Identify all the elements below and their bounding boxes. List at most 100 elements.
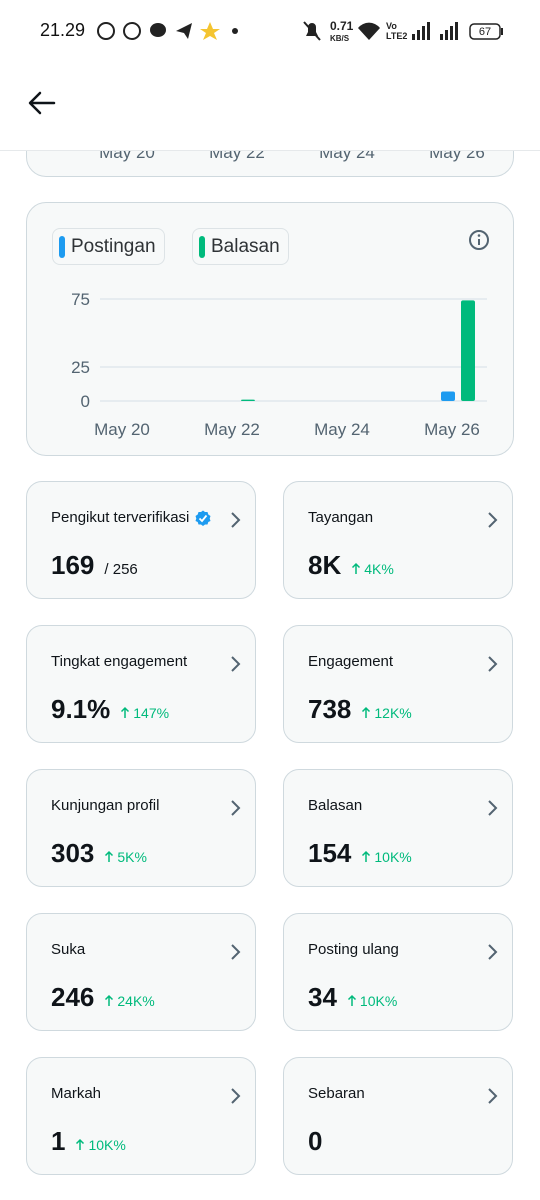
stat-value-text: 0	[308, 1126, 323, 1156]
status-bar: 21.29 0.71 KB/S Vo LTE2 67	[0, 0, 540, 60]
chevron-path	[488, 800, 498, 816]
stat-value: 246 24K%	[51, 982, 155, 1013]
legend-item: Balasan	[192, 228, 289, 265]
chevron	[231, 800, 241, 816]
arrow-path	[352, 562, 361, 574]
stat-change: 10K%	[361, 849, 412, 865]
up-arrow	[76, 1138, 85, 1150]
chevron	[231, 944, 241, 960]
arrow-path	[362, 706, 371, 718]
verified-badge	[195, 510, 211, 526]
chevron	[488, 512, 498, 528]
stat-label-text: Pengikut terverifikasi	[51, 509, 190, 526]
arrow-path	[105, 850, 114, 862]
stat-change-text: 10K%	[374, 849, 412, 865]
stat-change: 147%	[120, 705, 169, 721]
stat-value-text: 154	[308, 838, 352, 868]
stat-label-text: Tingkat engagement	[51, 653, 188, 670]
stat-value-text: 738	[308, 694, 352, 724]
stat-value: 169 / 256	[51, 550, 138, 581]
stat-card[interactable]: Posting ulang 34 10K%	[283, 913, 513, 1031]
stat-card[interactable]: Kunjungan profil 303 5K%	[26, 769, 256, 887]
arrow-path	[362, 850, 371, 862]
stat-card[interactable]: Pengikut terverifikasi 169 / 256	[26, 481, 256, 599]
chevron-path	[231, 512, 241, 528]
stat-value: 0	[308, 1126, 322, 1157]
stat-value: 34 10K%	[308, 982, 397, 1013]
stat-label: Tayangan	[308, 509, 373, 526]
up-arrow	[362, 706, 371, 718]
stat-card[interactable]: Balasan 154 10K%	[283, 769, 513, 887]
chevron-path	[231, 944, 241, 960]
stat-label-text: Suka	[51, 941, 86, 958]
network-badge: Vo	[386, 21, 397, 31]
chevron	[231, 512, 241, 528]
stat-value: 9.1% 147%	[51, 694, 169, 725]
stat-label-text: Tayangan	[308, 509, 374, 526]
stat-change: 10K%	[347, 993, 397, 1009]
chevron	[231, 656, 241, 672]
stat-change: 24K%	[104, 993, 155, 1009]
chevron	[231, 1088, 241, 1104]
stat-label-text: Kunjungan profil	[51, 797, 160, 814]
stat-label: Sebaran	[308, 1085, 365, 1102]
battery-level: 67	[479, 26, 491, 38]
chevron	[488, 1088, 498, 1104]
stat-value-text: 246	[51, 982, 95, 1012]
stat-value-text: 9.1%	[51, 694, 111, 724]
stat-value-text: 1	[51, 1126, 66, 1156]
stat-value-text: 8K	[308, 550, 342, 580]
chevron	[488, 944, 498, 960]
chevron-path	[488, 512, 498, 528]
stat-change-text: 5K%	[117, 849, 147, 865]
legend-label: Postingan	[71, 235, 156, 257]
stat-label: Tingkat engagement	[51, 653, 187, 670]
arrow-path	[347, 994, 356, 1006]
chevron	[488, 656, 498, 672]
stat-value-text: 303	[51, 838, 95, 868]
stat-label: Posting ulang	[308, 941, 399, 958]
stat-label: Markah	[51, 1085, 101, 1102]
up-arrow	[347, 994, 356, 1006]
chevron-path	[231, 656, 241, 672]
stat-label: Pengikut terverifikasi	[51, 509, 211, 526]
stat-value: 154 10K%	[308, 838, 412, 869]
legend-swatch	[59, 235, 65, 258]
arrow-path	[121, 706, 130, 718]
info-icon[interactable]	[467, 228, 491, 252]
arrow-path	[105, 994, 114, 1006]
back-button[interactable]	[26, 88, 58, 120]
stat-value: 738 12K%	[308, 694, 412, 725]
arrow-path	[76, 1138, 85, 1150]
stat-card[interactable]: Sebaran 0	[283, 1057, 513, 1175]
legend-item: Postingan	[52, 228, 165, 265]
stat-label-text: Sebaran	[308, 1085, 365, 1102]
stat-value: 8K 4K%	[308, 550, 394, 581]
net-speed: 0.71	[330, 19, 354, 33]
stat-value-text: 169	[51, 550, 95, 580]
chevron-path	[231, 800, 241, 816]
stat-label: Suka	[51, 941, 85, 958]
chevron	[488, 800, 498, 816]
stat-card[interactable]: Suka 246 24K%	[26, 913, 256, 1031]
stat-label: Engagement	[308, 653, 393, 670]
up-arrow	[352, 562, 361, 574]
stat-card[interactable]: Tayangan 8K 4K%	[283, 481, 513, 599]
network-badge: LTE2	[386, 31, 407, 41]
stat-card[interactable]: Markah 1 10K%	[26, 1057, 256, 1175]
stat-change-text: 12K%	[374, 705, 412, 721]
stat-card[interactable]: Tingkat engagement 9.1% 147%	[26, 625, 256, 743]
stat-total: / 256	[104, 561, 138, 578]
stat-label: Balasan	[308, 797, 362, 814]
stat-value: 1 10K%	[51, 1126, 126, 1157]
stat-change: 10K%	[75, 1137, 126, 1153]
stat-card[interactable]: Engagement 738 12K%	[283, 625, 513, 743]
stat-label-text: Markah	[51, 1085, 102, 1102]
badge-check	[199, 514, 208, 522]
stat-label-text: Posting ulang	[308, 941, 399, 958]
badge-shape	[195, 510, 211, 526]
notification-icons	[97, 22, 238, 40]
stat-label-text: Balasan	[308, 797, 363, 814]
stat-value: 303 5K%	[51, 838, 147, 869]
